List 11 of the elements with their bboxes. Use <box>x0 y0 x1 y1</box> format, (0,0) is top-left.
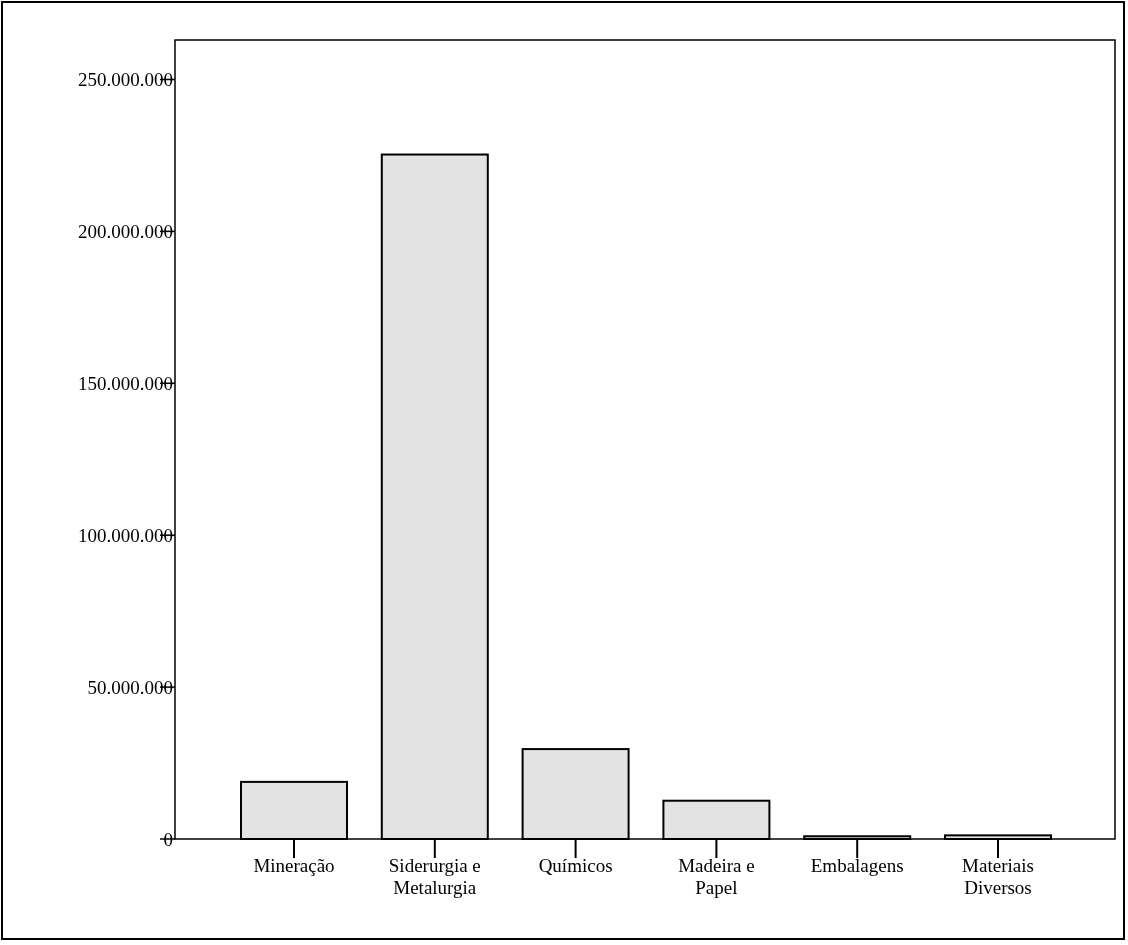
x-tick-label: Madeira e Papel <box>678 855 755 898</box>
y-tick-label: 50.000.000 <box>87 676 173 698</box>
x-tick-label: Materiais Diversos <box>962 855 1034 898</box>
y-tick-label: 100.000.000 <box>78 524 173 546</box>
x-tick-label: Químicos <box>538 855 613 876</box>
x-tick-label: Embalagens <box>810 855 904 876</box>
y-tick-label: 250.000.000 <box>78 69 173 91</box>
x-tick-label: Mineração <box>253 855 335 876</box>
x-tick-label: Siderurgia e Metalurgia <box>388 855 481 898</box>
y-tick-label: 200.000.000 <box>78 221 173 243</box>
y-tick-label: 150.000.000 <box>78 372 173 394</box>
